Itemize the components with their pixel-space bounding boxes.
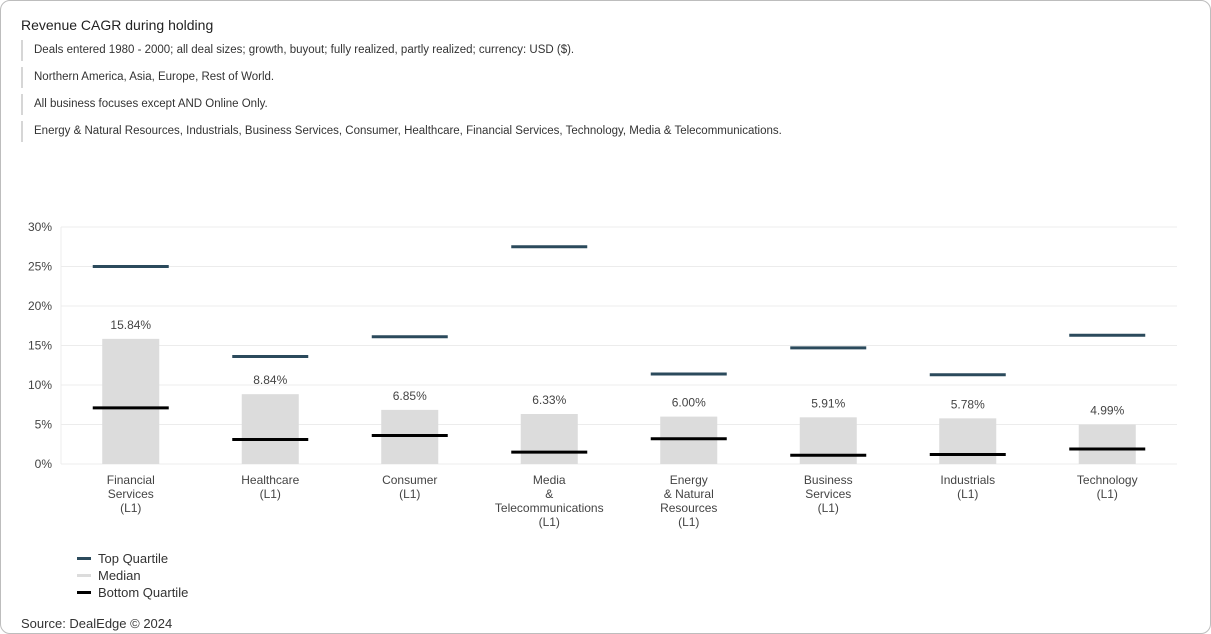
x-tick-label-3-2: Telecommunications xyxy=(495,501,604,515)
x-tick-label-6-0: Industrials xyxy=(940,473,995,487)
x-tick-label-0-1: Services xyxy=(108,487,154,501)
median-label-1: 8.84% xyxy=(253,373,287,387)
y-tick-label-10: 10% xyxy=(28,378,52,392)
filter-summary: Deals entered 1980 - 2000; all deal size… xyxy=(21,40,782,148)
chart-legend: Top Quartile Median Bottom Quartile xyxy=(77,550,188,601)
legend-bottom-quartile[interactable]: Bottom Quartile xyxy=(77,584,188,601)
legend-median-swatch xyxy=(77,574,91,577)
median-bar-3 xyxy=(520,413,578,464)
x-tick-label-4-1: & Natural xyxy=(664,487,714,501)
legend-top-quartile-label: Top Quartile xyxy=(98,551,169,566)
x-tick-label-0-0: Financial xyxy=(107,473,155,487)
median-label-5: 5.91% xyxy=(811,396,845,410)
chart-title: Revenue CAGR during holding xyxy=(21,17,214,33)
y-tick-label-20: 20% xyxy=(28,299,52,313)
legend-bottom-quartile-label: Bottom Quartile xyxy=(98,585,189,600)
median-label-6: 5.78% xyxy=(951,397,985,411)
median-label-4: 6.00% xyxy=(672,396,706,410)
filter-business-focus: All business focuses except AND Online O… xyxy=(21,94,782,115)
x-tick-label-0-2: (L1) xyxy=(120,501,141,515)
x-tick-label-5-2: (L1) xyxy=(818,501,839,515)
x-tick-label-4-3: (L1) xyxy=(678,515,699,529)
legend-median[interactable]: Median xyxy=(77,567,188,584)
median-label-2: 6.85% xyxy=(393,389,427,403)
x-tick-label-2-0: Consumer xyxy=(382,473,437,487)
x-tick-label-7-0: Technology xyxy=(1077,473,1138,487)
x-tick-label-3-0: Media xyxy=(533,473,566,487)
median-label-7: 4.99% xyxy=(1090,404,1124,418)
x-tick-label-4-2: Resources xyxy=(660,501,717,515)
median-bar-4 xyxy=(660,416,718,464)
legend-top-quartile-swatch xyxy=(77,557,91,560)
x-tick-label-2-1: (L1) xyxy=(399,487,420,501)
y-tick-label-0: 0% xyxy=(35,457,53,471)
median-label-0: 15.84% xyxy=(110,318,151,332)
x-tick-label-4-0: Energy xyxy=(670,473,708,487)
filter-regions: Northern America, Asia, Europe, Rest of … xyxy=(21,67,782,88)
legend-bottom-quartile-swatch xyxy=(77,591,91,594)
x-tick-label-5-1: Services xyxy=(805,487,851,501)
median-bar-0 xyxy=(102,338,160,464)
x-tick-label-7-1: (L1) xyxy=(1097,487,1118,501)
source-note: Source: DealEdge © 2024 xyxy=(21,616,173,631)
y-tick-label-15: 15% xyxy=(28,339,52,353)
legend-median-label: Median xyxy=(98,568,141,583)
median-label-3: 6.33% xyxy=(532,393,566,407)
x-tick-label-6-1: (L1) xyxy=(957,487,978,501)
median-bar-1 xyxy=(241,394,299,464)
x-tick-label-1-0: Healthcare xyxy=(241,473,299,487)
x-tick-label-1-1: (L1) xyxy=(260,487,281,501)
y-tick-label-25: 25% xyxy=(28,260,52,274)
y-tick-label-30: 30% xyxy=(28,220,52,234)
median-bar-6 xyxy=(939,418,997,464)
median-bar-5 xyxy=(799,417,857,464)
filter-industries: Energy & Natural Resources, Industrials,… xyxy=(21,121,782,142)
x-tick-label-3-1: & xyxy=(545,487,553,501)
y-tick-label-5: 5% xyxy=(35,418,53,432)
filter-deals: Deals entered 1980 - 2000; all deal size… xyxy=(21,40,782,61)
x-tick-label-5-0: Business xyxy=(804,473,853,487)
x-tick-label-3-3: (L1) xyxy=(539,515,560,529)
median-bar-7 xyxy=(1078,424,1136,464)
legend-top-quartile[interactable]: Top Quartile xyxy=(77,550,188,567)
